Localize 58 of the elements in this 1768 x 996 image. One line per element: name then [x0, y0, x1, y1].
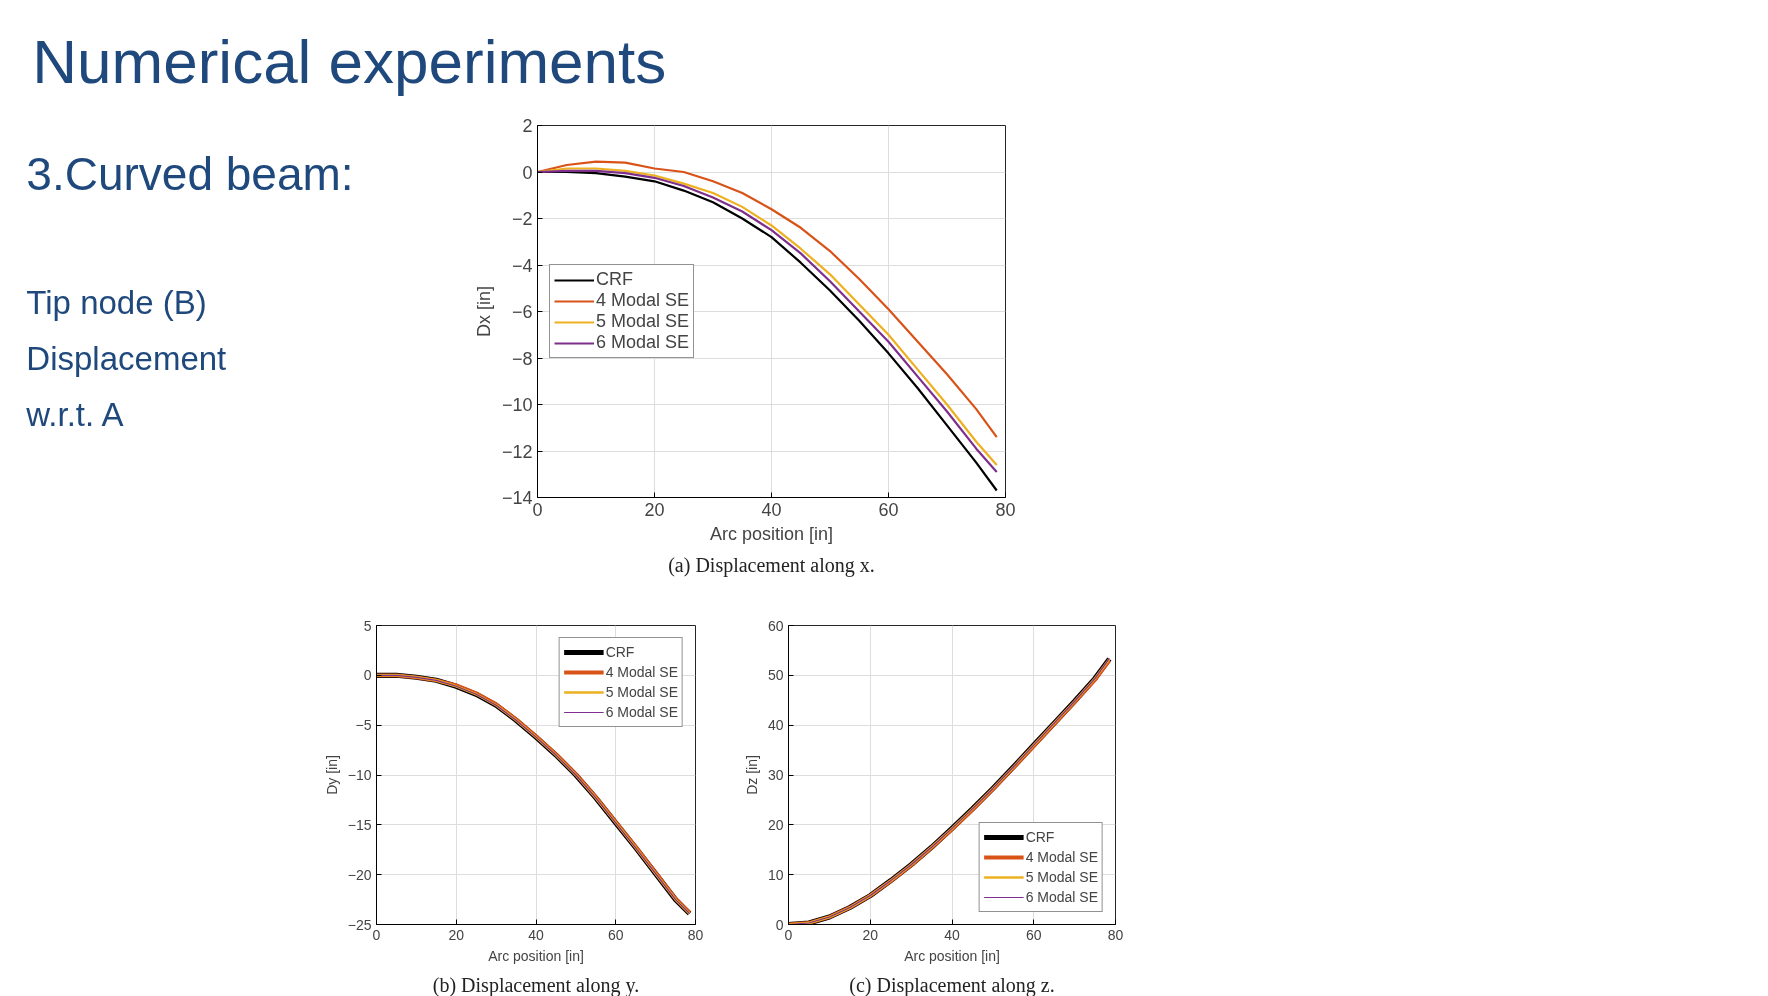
y-tick-label: −25 — [347, 916, 372, 933]
x-axis-title: Arc position [in] — [488, 947, 584, 964]
text: Displacement — [26, 340, 227, 378]
y-tick-label: 5 — [363, 617, 372, 634]
legend-label: 4 Modal SE — [596, 290, 690, 311]
y-tick-label: −15 — [347, 816, 372, 833]
legend-label: 5 Modal SE — [605, 684, 678, 700]
legend-label: 5 Modal SE — [596, 311, 690, 332]
text: Numerical experiments — [32, 26, 667, 96]
legend-label: 4 Modal SE — [1025, 849, 1098, 865]
y-tick-label: −8 — [511, 348, 533, 369]
x-tick-label: 20 — [644, 499, 665, 520]
y-tick-label: −14 — [501, 488, 533, 508]
legend-label: CRF — [1025, 829, 1055, 845]
y-tick-label: 10 — [767, 866, 784, 883]
x-tick-label: 80 — [687, 926, 704, 943]
x-tick-label: 80 — [995, 499, 1016, 520]
y-tick-label: −5 — [355, 717, 372, 734]
y-tick-label: 60 — [767, 617, 784, 634]
x-tick-label: 20 — [448, 926, 465, 943]
legend-label: CRF — [605, 644, 635, 660]
text: 3.Curved beam: — [26, 147, 354, 200]
text: (a) Displacement along x. — [668, 553, 875, 577]
legend-label: 4 Modal SE — [605, 664, 678, 680]
legend-label: 6 Modal SE — [1025, 889, 1098, 905]
y-tick-label: 30 — [767, 767, 784, 783]
y-tick-label: 2 — [522, 116, 533, 136]
y-tick-label: 40 — [767, 717, 784, 734]
y-tick-label: 0 — [522, 162, 533, 183]
y-tick-label: 50 — [767, 667, 784, 684]
y-tick-label: −4 — [511, 255, 533, 276]
text: (b) Displacement along y. — [432, 973, 640, 996]
legend-label: 6 Modal SE — [596, 332, 690, 353]
x-tick-label: 60 — [607, 926, 624, 943]
text: Tip node (B) — [26, 283, 207, 321]
y-tick-label: −6 — [511, 302, 533, 322]
y-tick-label: 20 — [767, 816, 784, 833]
text: (c) Displacement along z. — [849, 973, 1055, 996]
y-tick-label: −10 — [501, 395, 533, 415]
y-tick-label: −2 — [511, 209, 533, 229]
x-axis-title: Arc position [in] — [904, 947, 1000, 964]
x-axis-title: Arc position [in] — [709, 523, 834, 544]
legend-label: CRF — [596, 269, 633, 290]
y-tick-label: −12 — [501, 441, 533, 462]
y-axis-title: Dz [in] — [743, 755, 760, 795]
x-tick-label: 20 — [862, 926, 879, 943]
y-axis-title: Dy [in] — [323, 755, 340, 795]
y-tick-label: 0 — [363, 667, 372, 684]
y-tick-label: −10 — [347, 767, 372, 783]
y-tick-label: −20 — [347, 866, 372, 883]
text: w.r.t. A — [25, 396, 124, 434]
x-tick-label: 60 — [1025, 926, 1042, 943]
legend-label: 6 Modal SE — [605, 704, 678, 720]
x-tick-label: 40 — [944, 926, 960, 943]
x-tick-label: 60 — [878, 499, 899, 520]
y-axis-title: Dx [in] — [473, 285, 494, 338]
legend-label: 5 Modal SE — [1025, 869, 1098, 885]
x-tick-label: 80 — [1107, 926, 1124, 943]
